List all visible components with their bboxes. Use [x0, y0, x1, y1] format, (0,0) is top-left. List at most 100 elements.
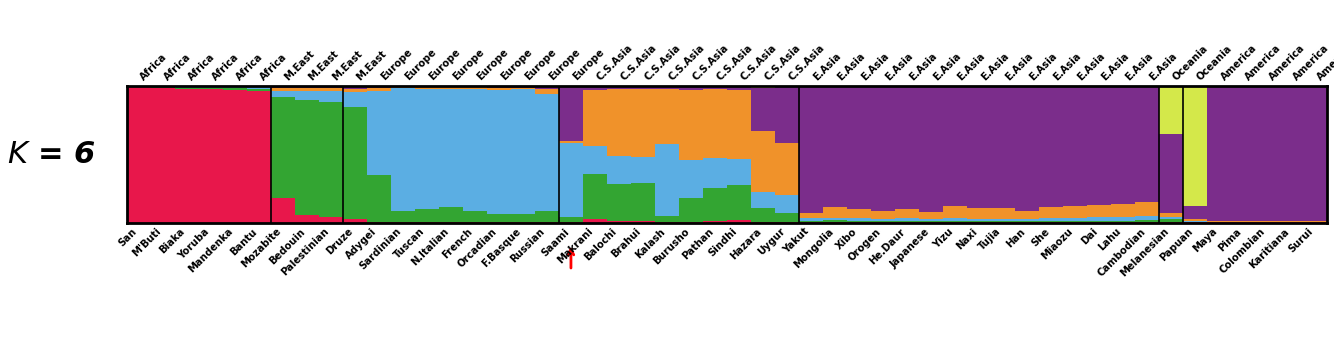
Bar — [823, 86, 847, 87]
Text: Palestinian: Palestinian — [280, 226, 331, 278]
Bar — [295, 87, 319, 88]
Text: She: She — [1030, 226, 1051, 249]
Bar — [559, 86, 583, 87]
Text: Africa: Africa — [259, 52, 289, 82]
Text: Saami: Saami — [539, 226, 571, 258]
Bar — [655, 222, 679, 223]
Text: C.S.Asia: C.S.Asia — [739, 43, 779, 82]
Bar — [1063, 222, 1087, 223]
Bar — [919, 221, 943, 223]
Bar — [583, 86, 607, 87]
Bar — [655, 89, 679, 144]
Text: Hazara: Hazara — [728, 226, 763, 261]
Text: Mozabite: Mozabite — [239, 226, 283, 270]
Text: Maya: Maya — [1191, 226, 1219, 254]
Bar — [583, 174, 607, 219]
Bar — [487, 86, 511, 87]
Text: Europe: Europe — [379, 47, 414, 82]
Bar — [967, 208, 991, 219]
Bar — [631, 86, 655, 87]
Bar — [727, 220, 751, 223]
Bar — [871, 87, 895, 211]
Bar — [1303, 221, 1327, 222]
Bar — [1063, 206, 1087, 218]
Bar — [727, 185, 751, 220]
Text: Sindhi: Sindhi — [707, 226, 739, 259]
Bar — [367, 88, 391, 92]
Bar — [559, 87, 583, 141]
Bar — [391, 222, 415, 223]
Bar — [271, 97, 295, 198]
Bar — [751, 208, 775, 222]
Bar — [871, 86, 895, 87]
Text: Oceania: Oceania — [1171, 44, 1210, 82]
Text: French: French — [442, 226, 475, 260]
Bar — [607, 221, 631, 223]
Text: Oceania: Oceania — [1195, 44, 1234, 82]
Text: E.Asia: E.Asia — [1051, 51, 1083, 82]
Bar — [1159, 217, 1183, 219]
Bar — [679, 221, 703, 223]
Bar — [679, 86, 703, 87]
Bar — [679, 90, 703, 160]
Text: E.Asia: E.Asia — [835, 51, 867, 82]
Bar — [895, 87, 919, 209]
Bar — [367, 221, 391, 223]
Bar — [1111, 217, 1135, 220]
Bar — [175, 87, 199, 88]
Text: Mandenka: Mandenka — [187, 226, 235, 275]
Bar — [463, 87, 487, 90]
Text: America: America — [1267, 43, 1307, 82]
Bar — [127, 87, 151, 223]
Text: C.S.Asia: C.S.Asia — [643, 43, 683, 82]
Bar — [1159, 219, 1183, 221]
Text: Orcadian: Orcadian — [456, 226, 499, 269]
Bar — [1255, 86, 1279, 221]
Text: C.S.Asia: C.S.Asia — [619, 43, 659, 82]
Bar — [895, 218, 919, 221]
Text: Bantu: Bantu — [228, 226, 259, 257]
Bar — [799, 221, 823, 223]
Bar — [919, 212, 943, 219]
Bar — [1039, 218, 1063, 221]
Bar — [1303, 222, 1327, 223]
Bar — [919, 87, 943, 212]
Bar — [631, 221, 655, 223]
Text: M.East: M.East — [355, 49, 388, 82]
Text: E.Asia: E.Asia — [1099, 51, 1131, 82]
Text: Africa: Africa — [235, 52, 265, 82]
Bar — [1063, 221, 1087, 222]
Text: Russian: Russian — [508, 226, 547, 265]
Bar — [487, 87, 511, 88]
Text: Africa: Africa — [211, 52, 241, 82]
Bar — [823, 207, 847, 218]
Bar — [343, 87, 367, 89]
Bar — [343, 219, 367, 223]
Bar — [583, 90, 607, 146]
Bar — [487, 90, 511, 214]
Text: Europe: Europe — [499, 47, 534, 82]
Text: Europe: Europe — [547, 47, 582, 82]
Bar — [703, 86, 727, 87]
Bar — [1063, 86, 1087, 87]
Text: C.S.Asia: C.S.Asia — [787, 43, 827, 82]
Bar — [847, 86, 871, 87]
Text: Africa: Africa — [163, 52, 193, 82]
Bar — [871, 221, 895, 223]
Text: He.Daur: He.Daur — [867, 226, 907, 266]
Bar — [679, 87, 703, 90]
Bar — [1087, 86, 1111, 87]
Bar — [271, 87, 295, 88]
Text: F.Basque: F.Basque — [480, 226, 523, 269]
Text: Miaozu: Miaozu — [1041, 226, 1075, 261]
Bar — [775, 195, 799, 213]
Bar — [535, 93, 559, 211]
Bar — [1039, 222, 1063, 223]
Bar — [727, 90, 751, 159]
Bar — [943, 86, 967, 87]
Bar — [1015, 221, 1039, 223]
Bar — [895, 209, 919, 218]
Bar — [1135, 220, 1159, 222]
Text: Balochi: Balochi — [583, 226, 619, 263]
Bar — [1111, 220, 1135, 222]
